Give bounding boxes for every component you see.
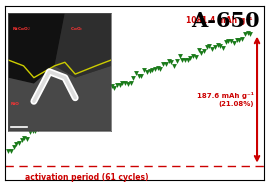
Text: activation period (61 cycles): activation period (61 cycles) xyxy=(25,173,149,182)
Text: 1081.4 mAh g⁻¹: 1081.4 mAh g⁻¹ xyxy=(186,16,253,25)
Text: 187.6 mAh g⁻¹
(21.08%): 187.6 mAh g⁻¹ (21.08%) xyxy=(197,92,254,107)
Text: A-650: A-650 xyxy=(191,11,260,31)
